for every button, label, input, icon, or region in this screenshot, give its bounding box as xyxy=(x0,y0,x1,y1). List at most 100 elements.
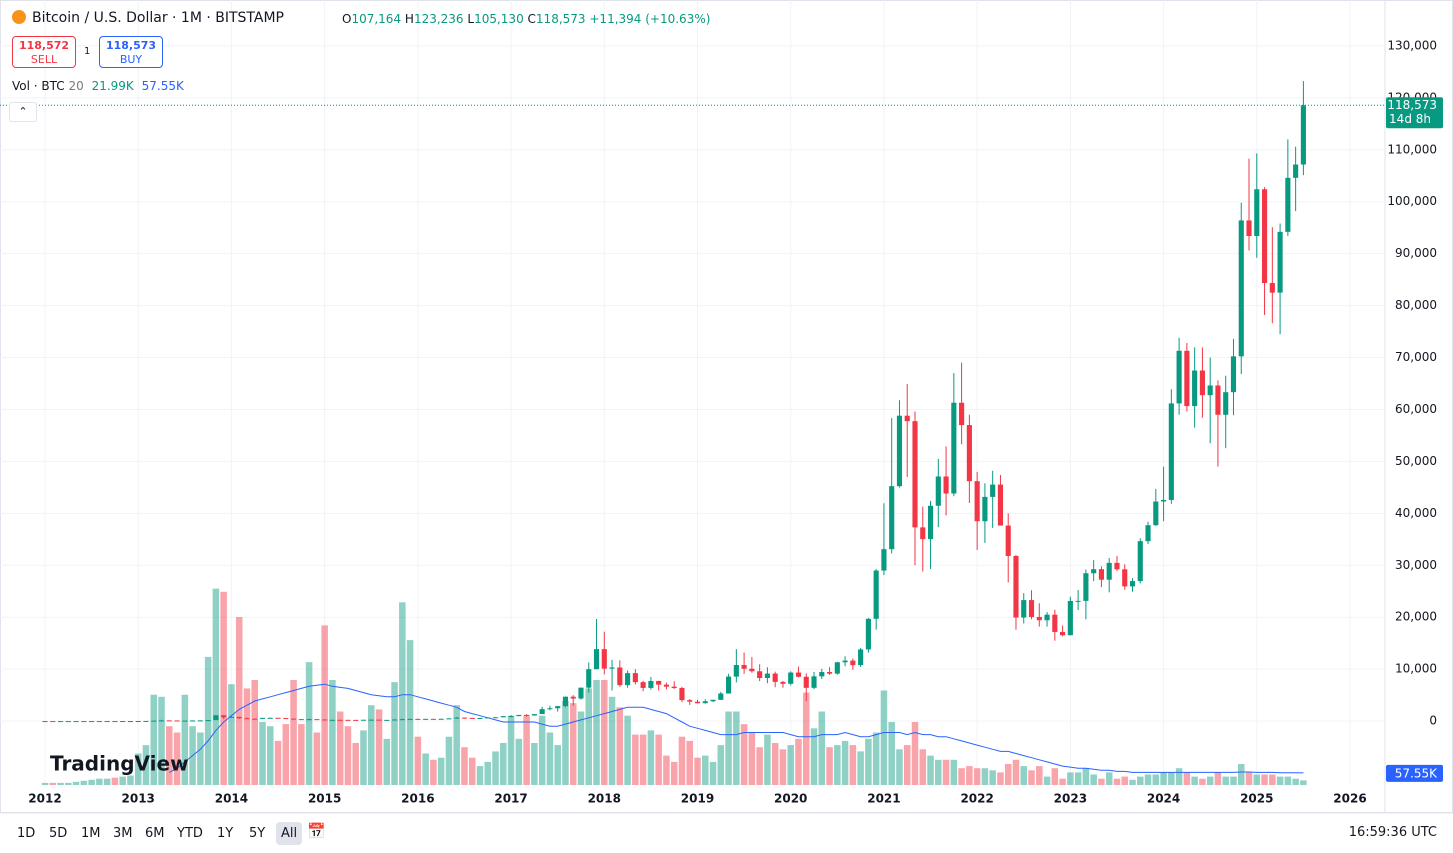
volume-bar xyxy=(406,640,414,785)
volume-bar xyxy=(1292,778,1299,785)
candle-body xyxy=(795,672,802,677)
candle-body xyxy=(1199,370,1205,396)
candle-body xyxy=(298,719,304,721)
y-tick-label: 130,000 xyxy=(1387,38,1437,52)
y-tick-label: 60,000 xyxy=(1395,402,1437,416)
candle-body xyxy=(143,720,149,722)
date-range-button[interactable]: 📅 xyxy=(307,822,326,840)
candle-body xyxy=(850,660,856,666)
range-button[interactable]: 1D xyxy=(17,826,36,841)
countdown-label: 14d 8h xyxy=(1389,112,1431,126)
volume-bar xyxy=(72,781,80,785)
indicator-length: 20 xyxy=(68,79,84,93)
candle-body xyxy=(1114,562,1120,570)
range-button[interactable]: 5Y xyxy=(249,826,266,841)
candle-body xyxy=(625,673,631,686)
volume-bar xyxy=(181,694,189,785)
volume-bar xyxy=(329,680,336,785)
x-tick-label: 2012 xyxy=(28,792,61,806)
volume-bar xyxy=(562,701,569,785)
range-button[interactable]: All xyxy=(276,822,303,845)
range-button[interactable]: YTD xyxy=(177,826,203,841)
y-tick-label: 100,000 xyxy=(1387,194,1437,208)
volume-bar xyxy=(445,736,453,785)
volume-bar xyxy=(1129,779,1136,785)
candle-body xyxy=(570,696,576,699)
volume-bar xyxy=(274,740,282,785)
brand-logo: TradingView xyxy=(50,752,189,776)
range-button[interactable]: 1Y xyxy=(217,826,234,841)
volume-bar xyxy=(500,743,507,785)
volume-bar xyxy=(1137,776,1144,785)
volume-bar xyxy=(1191,776,1198,785)
volume-ma-box xyxy=(1386,764,1443,782)
range-button[interactable]: 3M xyxy=(113,826,133,841)
volume-bar xyxy=(484,761,492,785)
candle-body xyxy=(446,718,452,720)
volume-bar xyxy=(1067,772,1074,785)
candle-body xyxy=(1261,189,1268,284)
candle-body xyxy=(531,714,537,716)
volume-bar xyxy=(290,680,297,785)
candle-body xyxy=(368,719,374,721)
x-tick-label: 2022 xyxy=(960,792,993,806)
volume-bar xyxy=(251,680,258,785)
volume-bar xyxy=(298,724,305,785)
volume-bar xyxy=(764,734,771,785)
candle-body xyxy=(1277,231,1283,293)
volume-bar xyxy=(197,732,204,785)
volume-bar xyxy=(624,715,631,785)
volume-bar xyxy=(80,780,88,785)
candle-body xyxy=(1176,350,1182,404)
candle-body xyxy=(1300,105,1306,165)
candle-body xyxy=(959,402,965,426)
candle-body xyxy=(640,682,646,688)
volume-bar xyxy=(119,776,126,785)
candles xyxy=(42,81,1306,723)
candle-body xyxy=(881,549,887,571)
ohlc-legend: O107,164 H123,236 L105,130 C118,573 +11,… xyxy=(342,12,710,26)
x-tick-label: 2015 xyxy=(308,792,341,806)
sell-button[interactable]: 118,572 SELL xyxy=(12,36,76,68)
volume-bar xyxy=(1300,780,1307,785)
volume-bar xyxy=(235,617,243,785)
buy-button[interactable]: 118,573 BUY xyxy=(99,36,163,68)
candle-body xyxy=(873,570,879,619)
candle-body xyxy=(1067,600,1073,636)
candle-body xyxy=(811,676,817,688)
volume-bar xyxy=(507,715,515,785)
volume-bar xyxy=(538,715,546,785)
volume-bar xyxy=(468,757,476,785)
range-button[interactable]: 1M xyxy=(81,826,101,841)
candle-body xyxy=(1129,581,1136,587)
x-tick-label: 2013 xyxy=(122,792,155,806)
candle-body xyxy=(710,699,716,702)
candle-body xyxy=(57,721,64,723)
volume-bar xyxy=(748,732,756,785)
volume-bar xyxy=(1043,776,1051,785)
y-tick-label: 50,000 xyxy=(1395,454,1437,468)
candle-body xyxy=(578,687,584,699)
volume-bar xyxy=(826,747,833,785)
collapse-button[interactable]: ⌃ xyxy=(9,102,37,122)
candle-body xyxy=(1075,600,1081,602)
volume-bar xyxy=(740,724,748,785)
y-tick-label: 110,000 xyxy=(1387,142,1437,156)
volume-bar xyxy=(430,759,437,785)
h-label: H xyxy=(404,12,414,26)
candle-body xyxy=(757,671,763,679)
candle-body xyxy=(718,693,724,700)
range-button[interactable]: 5D xyxy=(49,826,68,841)
volume-bar xyxy=(111,777,119,785)
candle-body xyxy=(920,527,926,540)
candle-body xyxy=(1005,525,1011,556)
range-button[interactable]: 6M xyxy=(145,826,165,841)
candle-body xyxy=(1230,356,1237,393)
y-tick-label: 20,000 xyxy=(1395,610,1437,624)
volume-bar xyxy=(841,740,849,785)
volume-bar xyxy=(344,726,352,785)
candle-body xyxy=(733,665,739,677)
symbol-title[interactable]: Bitcoin / U.S. Dollar · 1M · BITSTAMP xyxy=(12,10,284,26)
sell-price: 118,572 xyxy=(18,39,70,52)
volume-bar xyxy=(678,736,686,785)
